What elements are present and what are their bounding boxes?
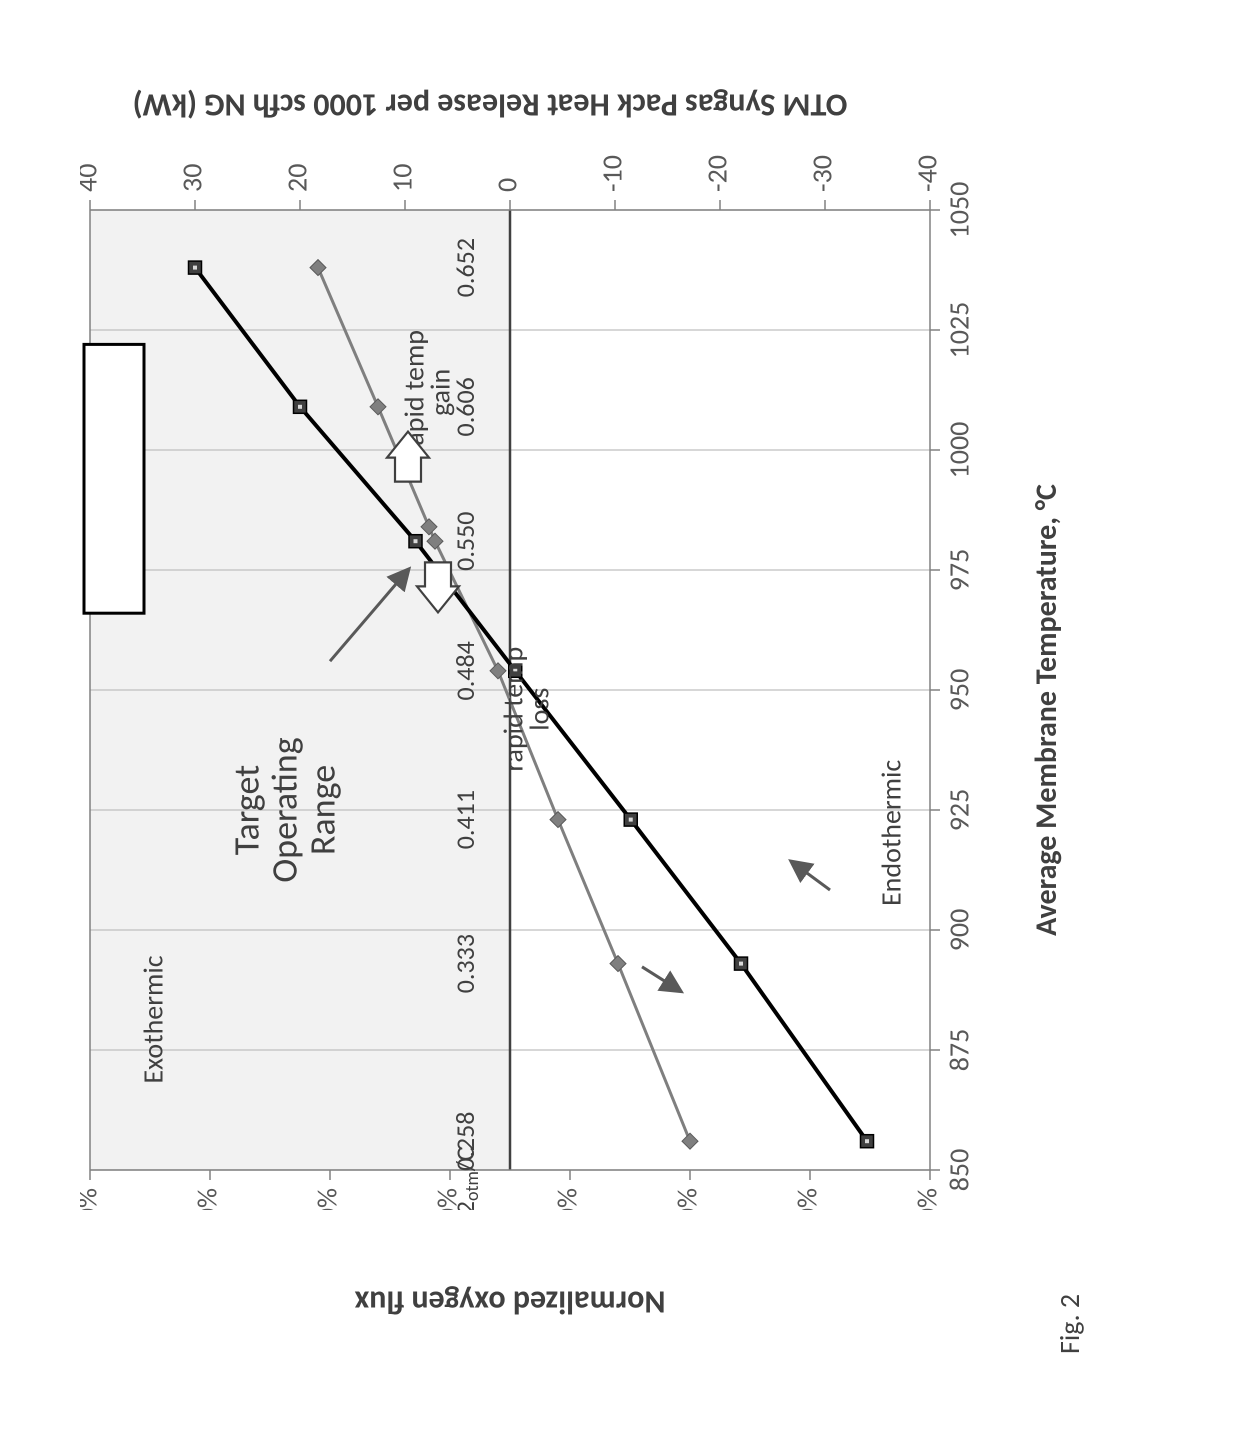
svg-text:975: 975	[942, 549, 977, 592]
svg-text:900: 900	[942, 909, 977, 952]
svg-text:0%: 0%	[910, 1188, 945, 1210]
svg-text:-30: -30	[805, 155, 840, 192]
plot-svg: 850 875 900 925 950 975 1000 1025 1050 0% 20% 40% 60…	[80, 150, 1000, 1210]
svg-text:0.411: 0.411	[449, 790, 481, 849]
svg-text:1050: 1050	[942, 182, 977, 239]
svg-text:40: 40	[80, 164, 105, 192]
svg-text:Range: Range	[301, 765, 345, 855]
svg-text:40%: 40%	[670, 1188, 705, 1210]
svg-text:0: 0	[490, 178, 525, 192]
y-axis-left-label: Normalized oxygen flux	[355, 1283, 666, 1322]
svg-text:120%: 120%	[190, 1188, 225, 1210]
chart-container: Fig. 2 Normalized oxygen flux OTM Syngas…	[60, 60, 1180, 1360]
svg-text:10: 10	[385, 164, 420, 192]
svg-text:loss: loss	[522, 688, 557, 731]
svg-text:0.550: 0.550	[449, 512, 481, 571]
y-axis-right-label: OTM Syngas Pack Heat Release per 1000 sc…	[133, 86, 848, 125]
svg-text:1000: 1000	[942, 422, 977, 479]
svg-text:950: 950	[942, 669, 977, 712]
svg-text:0.333: 0.333	[449, 934, 481, 993]
svg-text:100%: 100%	[310, 1188, 345, 1210]
svg-text:0.652: 0.652	[449, 238, 481, 297]
svg-text:20: 20	[280, 164, 315, 192]
plot-area-wrap: 8508759009259509751000102510500%20%40%60…	[80, 210, 980, 1210]
svg-text:60%: 60%	[550, 1188, 585, 1210]
svg-text:140%: 140%	[80, 1188, 105, 1210]
svg-text:875: 875	[942, 1029, 977, 1072]
svg-text:0.484: 0.484	[449, 641, 481, 700]
svg-text:-40: -40	[910, 155, 945, 192]
x-axis-label: Average Membrane Temperature, °C	[1028, 60, 1065, 1360]
svg-text:-20: -20	[700, 155, 735, 192]
svg-text:30: 30	[175, 164, 210, 192]
svg-text:1025: 1025	[942, 302, 977, 359]
svg-text:Exothermic: Exothermic	[136, 955, 171, 1083]
svg-text:-10: -10	[595, 155, 630, 192]
svg-text:925: 925	[942, 789, 977, 832]
svg-text:Endothermic: Endothermic	[874, 760, 909, 906]
svg-text:0.258: 0.258	[449, 1112, 481, 1171]
svg-text:850: 850	[942, 1149, 977, 1192]
svg-text:gain: gain	[423, 369, 458, 416]
svg-text:20%: 20%	[790, 1188, 825, 1210]
